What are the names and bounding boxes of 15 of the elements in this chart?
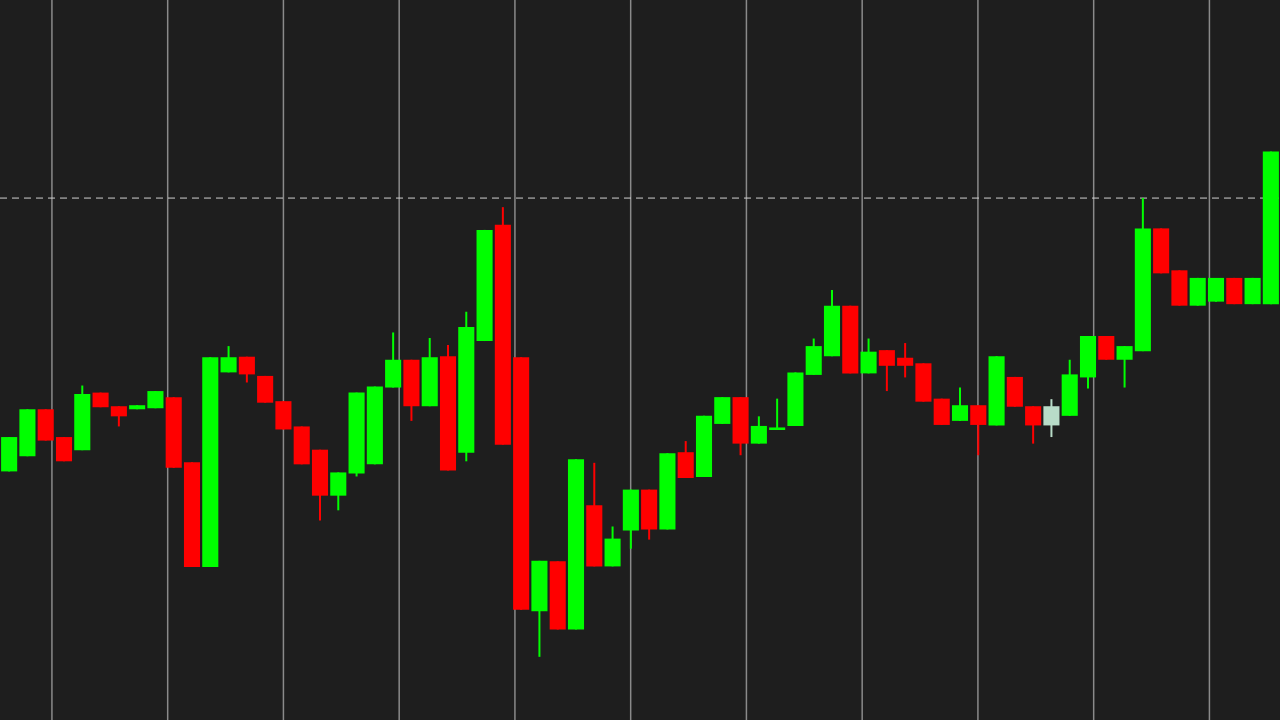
candlestick [220,345,237,374]
candlestick [330,471,347,512]
candlestick [238,355,255,384]
candlestick [750,415,767,445]
candlestick [860,337,877,375]
candlestick [878,349,895,393]
candlestick [769,397,786,431]
candlestick [897,342,914,379]
candlestick [1116,345,1133,389]
candlestick [970,404,987,457]
candlestick [110,405,127,428]
candlestick [951,386,969,422]
candlestick [1043,398,1060,439]
candlestick [1025,405,1042,445]
candlestick [1098,335,1115,361]
